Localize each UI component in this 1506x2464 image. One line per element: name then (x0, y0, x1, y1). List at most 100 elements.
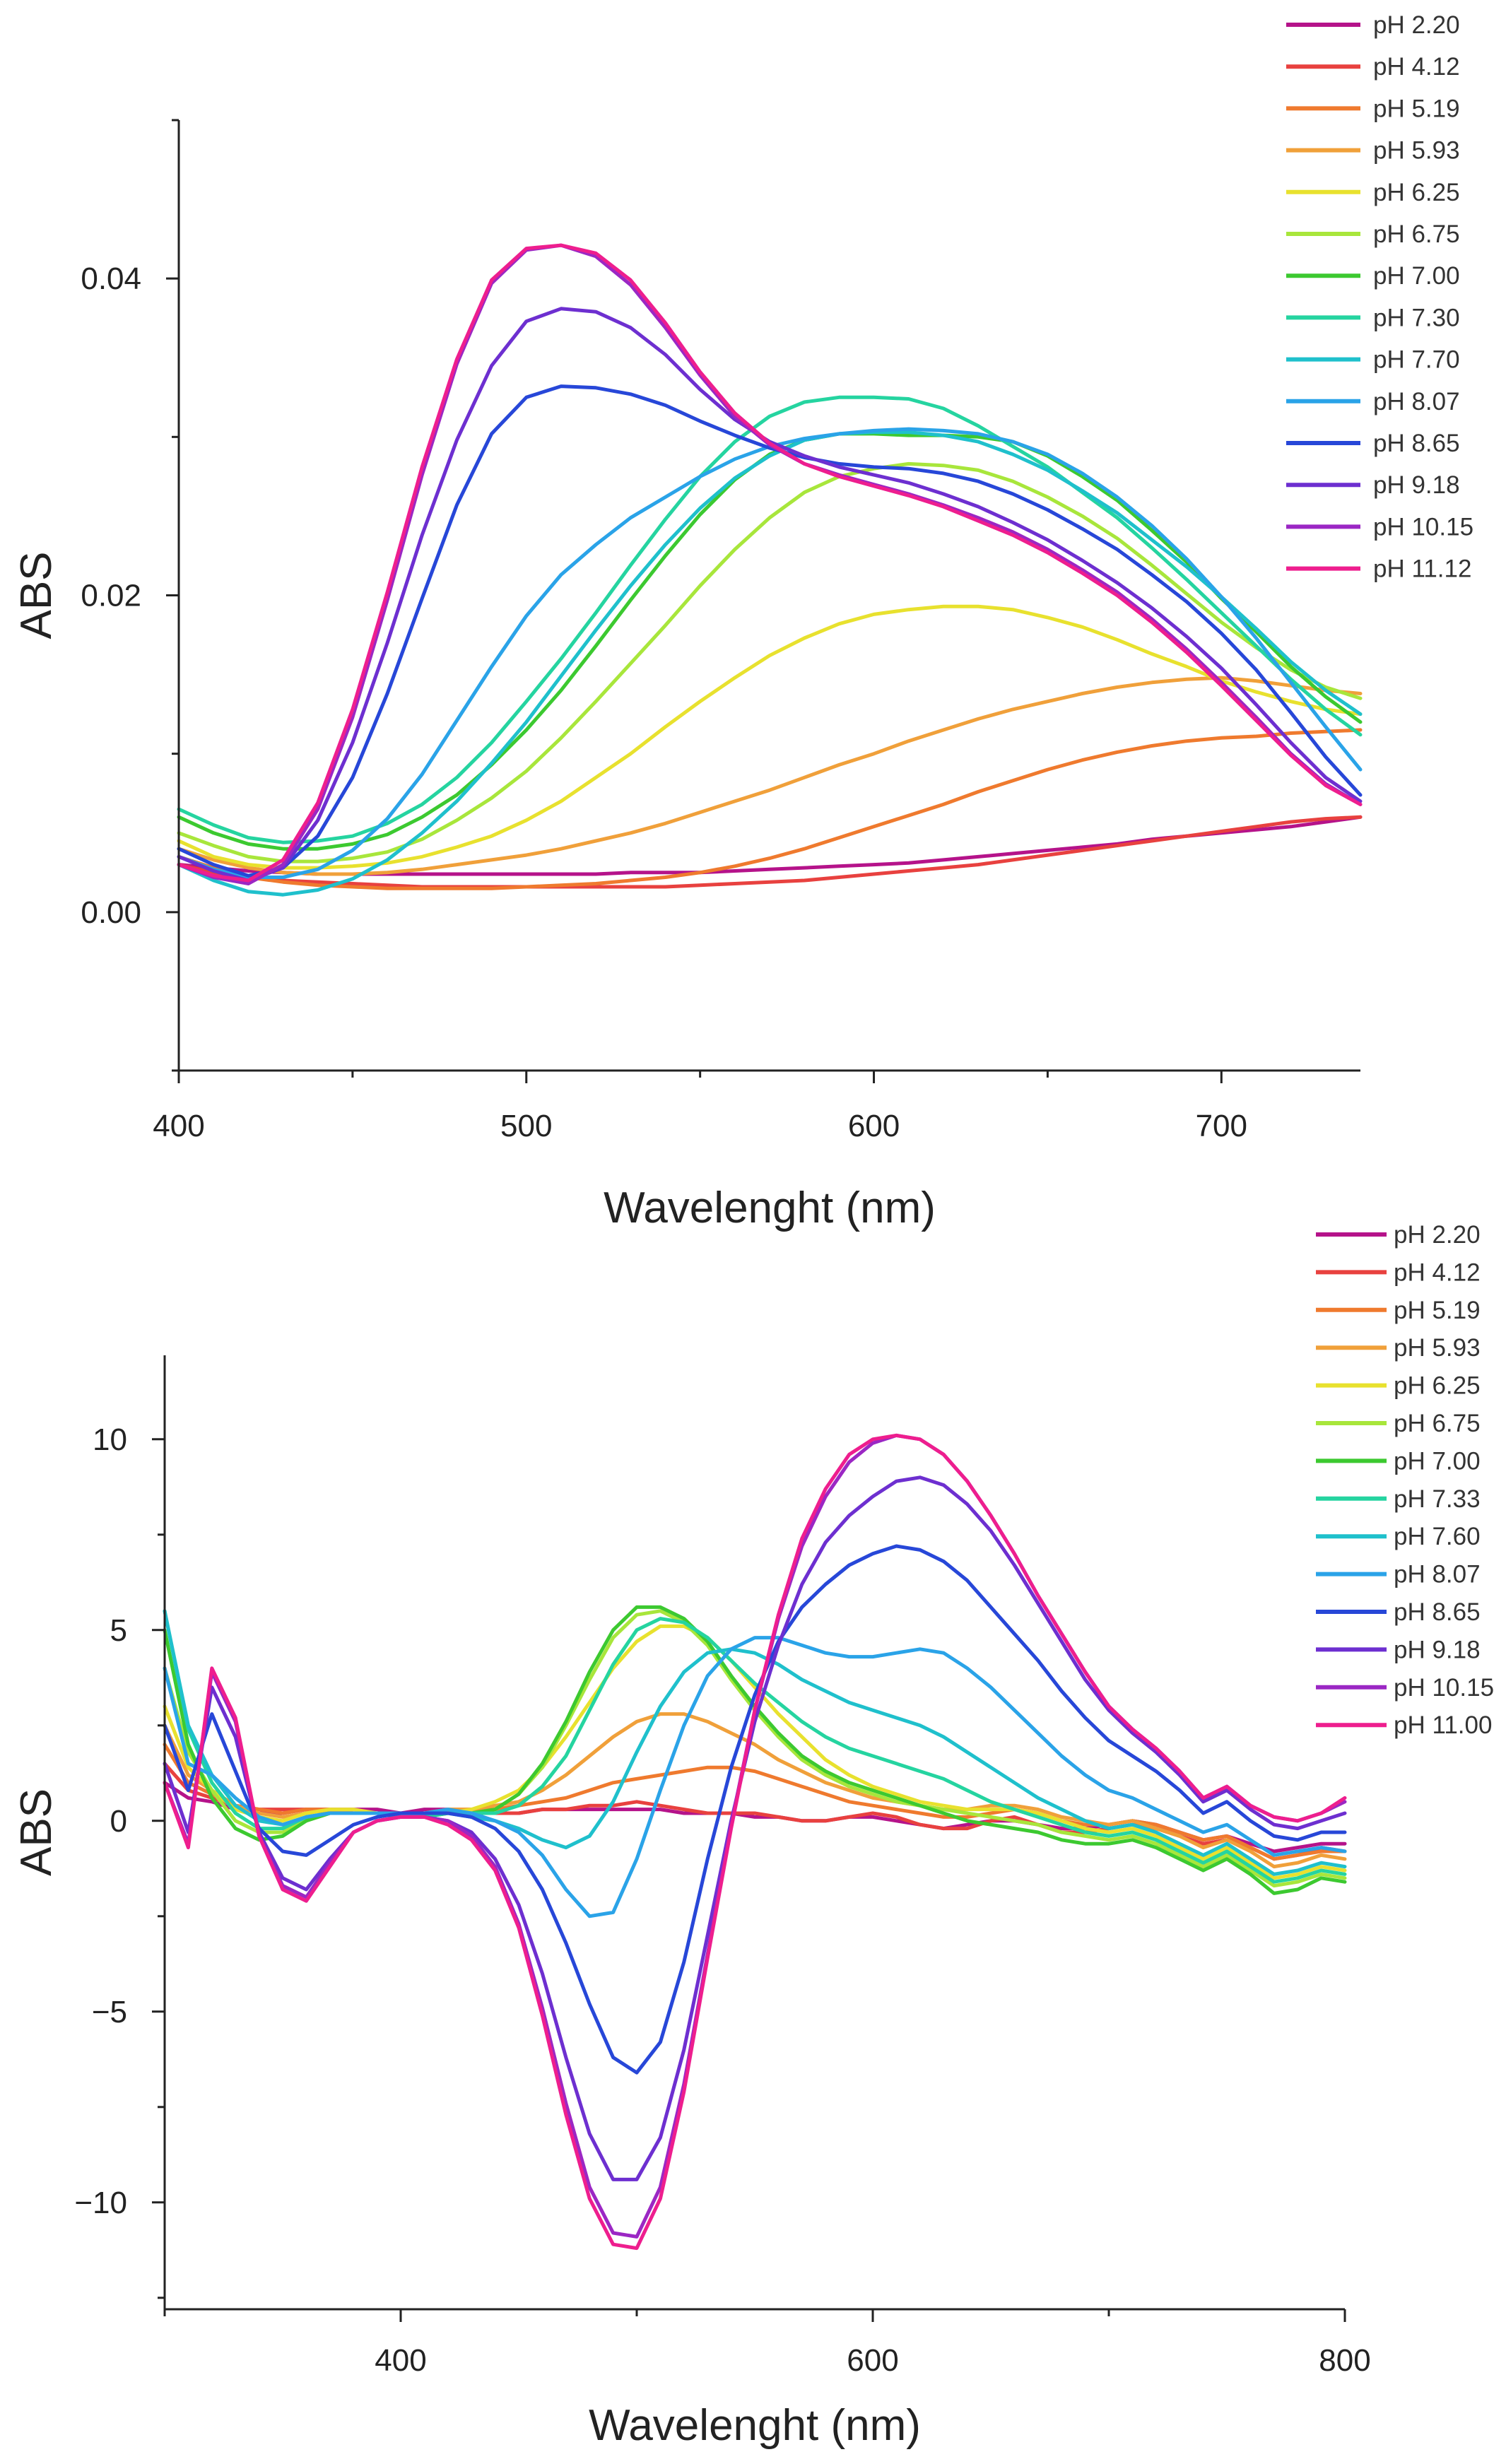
bottom-y-axis-title: ABS (12, 1788, 61, 1876)
top-legend-label: pH 5.93 (1373, 137, 1460, 165)
top-legend-label: pH 10.15 (1373, 513, 1473, 541)
bottom-legend-item: pH 7.60 (1316, 1523, 1481, 1550)
top-legend-label: pH 11.12 (1373, 555, 1471, 583)
top-x-tick-label: 700 (1196, 1109, 1247, 1143)
bottom-series-line-11 (163, 1544, 1347, 2075)
top-chart-axes: 400 500 600 700 0.00 0.02 0.04 Wavelenght (nm) A… (12, 119, 1360, 1232)
top-legend-label: pH 8.07 (1373, 388, 1460, 415)
bottom-x-tick-label: 600 (847, 2343, 898, 2378)
top-legend-label: pH 9.18 (1373, 471, 1460, 499)
bottom-series-line-14 (163, 1433, 1347, 2251)
bottom-legend-label: pH 8.65 (1394, 1598, 1481, 1626)
top-legend-item: pH 5.93 (1286, 137, 1460, 165)
bottom-legend-label: pH 5.93 (1394, 1334, 1481, 1362)
bottom-legend-item: pH 7.33 (1316, 1485, 1481, 1513)
bottom-legend-item: pH 8.65 (1316, 1598, 1481, 1626)
top-y-tick-label: 0.04 (81, 261, 141, 296)
top-series-line-4 (177, 676, 1363, 876)
top-series-line-11 (177, 384, 1363, 878)
top-legend-label: pH 7.70 (1373, 346, 1460, 374)
bottom-y-tick-label: 5 (110, 1613, 127, 1648)
bottom-series-line-5 (163, 1624, 1347, 1880)
top-series-line-2 (177, 815, 1363, 889)
top-legend-item: pH 9.18 (1286, 471, 1460, 499)
top-legend-item: pH 8.65 (1286, 430, 1460, 457)
bottom-legend-label: pH 2.20 (1394, 1221, 1481, 1249)
top-series-line-6 (177, 461, 1363, 863)
bottom-legend-item: pH 10.15 (1316, 1674, 1494, 1702)
bottom-legend-item: pH 7.00 (1316, 1447, 1481, 1475)
bottom-legend-item: pH 6.25 (1316, 1372, 1481, 1400)
top-series-line-7 (177, 432, 1363, 851)
top-series-line-3 (177, 728, 1363, 890)
bottom-x-axis-title: Wavelenght (nm) (589, 2401, 921, 2450)
top-x-tick-label: 400 (153, 1109, 204, 1143)
top-y-tick-label: 0.02 (81, 579, 141, 613)
top-x-tick-label: 600 (848, 1109, 900, 1143)
top-y-axis-title: ABS (12, 551, 61, 639)
bottom-legend-label: pH 7.33 (1394, 1485, 1481, 1513)
top-legend-label: pH 2.20 (1373, 11, 1460, 39)
bottom-legend-item: pH 5.93 (1316, 1334, 1481, 1362)
top-series-line-5 (177, 604, 1363, 870)
top-legend-label: pH 7.00 (1373, 262, 1460, 290)
bottom-legend-item: pH 6.75 (1316, 1410, 1481, 1437)
bottom-legend-item: pH 11.00 (1316, 1711, 1492, 1739)
bottom-chart: 400 600 800 10 5 0 −5 −10 Wavelenght (nm) ABS pH … (12, 1221, 1494, 2450)
top-legend-item: pH 6.75 (1286, 220, 1460, 248)
top-chart-series (177, 243, 1363, 897)
top-series-line-8 (177, 395, 1363, 844)
top-legend-item: pH 6.25 (1286, 179, 1460, 206)
bottom-chart-series (163, 1433, 1347, 2251)
bottom-legend-label: pH 11.00 (1394, 1711, 1492, 1739)
top-x-axis-title: Wavelenght (nm) (604, 1184, 936, 1232)
bottom-y-tick-label: 0 (110, 1804, 127, 1839)
bottom-legend-item: pH 8.07 (1316, 1561, 1481, 1588)
top-legend-item: pH 8.07 (1286, 388, 1460, 415)
bottom-legend-item: pH 2.20 (1316, 1221, 1481, 1249)
bottom-legend-label: pH 10.15 (1394, 1674, 1494, 1702)
bottom-legend-label: pH 8.07 (1394, 1561, 1481, 1588)
bottom-legend-label: pH 6.75 (1394, 1410, 1481, 1437)
top-legend-item: pH 2.20 (1286, 11, 1460, 39)
top-legend-item: pH 7.00 (1286, 262, 1460, 290)
top-series-line-12 (177, 307, 1363, 883)
bottom-legend-label: pH 6.25 (1394, 1372, 1481, 1400)
top-chart-legend: pH 2.20 pH 4.12 pH 5.19 pH 5.93 pH 6.25 pH 6.… (1286, 11, 1473, 583)
bottom-legend-item: pH 9.18 (1316, 1636, 1481, 1663)
top-legend-item: pH 4.12 (1286, 53, 1460, 81)
bottom-y-tick-label: −5 (92, 1995, 127, 2029)
top-legend-item: pH 7.30 (1286, 304, 1460, 331)
bottom-legend-item: pH 5.19 (1316, 1297, 1481, 1324)
bottom-chart-axes: 400 600 800 10 5 0 −5 −10 Wavelenght (nm) ABS (12, 1355, 1371, 2450)
top-legend-item: pH 10.15 (1286, 513, 1473, 541)
top-series-line-14 (177, 243, 1363, 883)
top-legend-label: pH 6.75 (1373, 220, 1460, 248)
top-legend-label: pH 7.30 (1373, 304, 1460, 331)
bottom-y-tick-label: −10 (74, 2186, 127, 2220)
bottom-legend-label: pH 9.18 (1394, 1636, 1481, 1663)
bottom-legend-label: pH 4.12 (1394, 1258, 1481, 1286)
top-legend-label: pH 4.12 (1373, 53, 1460, 81)
bottom-series-line-10 (163, 1636, 1347, 1918)
top-legend-item: pH 7.70 (1286, 346, 1460, 374)
bottom-x-tick-label: 400 (375, 2343, 426, 2378)
top-legend-label: pH 6.25 (1373, 179, 1460, 206)
top-legend-label: pH 5.19 (1373, 95, 1460, 122)
bottom-legend-label: pH 7.60 (1394, 1523, 1481, 1550)
top-legend-item: pH 11.12 (1286, 555, 1471, 583)
bottom-chart-legend: pH 2.20 pH 4.12 pH 5.19 pH 5.93 pH 6.25 pH 6.… (1316, 1221, 1494, 1739)
bottom-legend-label: pH 5.19 (1394, 1297, 1481, 1324)
top-y-tick-label: 0.00 (81, 895, 141, 930)
top-chart: 400 500 600 700 0.00 0.02 0.04 Wavelenght (nm) A… (12, 11, 1473, 1232)
bottom-x-tick-label: 800 (1319, 2343, 1370, 2378)
bottom-legend-item: pH 4.12 (1316, 1258, 1481, 1286)
bottom-y-tick-label: 10 (93, 1422, 127, 1457)
top-x-tick-label: 500 (500, 1109, 552, 1143)
bottom-legend-label: pH 7.00 (1394, 1447, 1481, 1475)
top-series-line-9 (177, 430, 1363, 897)
top-legend-item: pH 5.19 (1286, 95, 1460, 122)
top-legend-label: pH 8.65 (1373, 430, 1460, 457)
top-series-line-10 (177, 427, 1363, 879)
